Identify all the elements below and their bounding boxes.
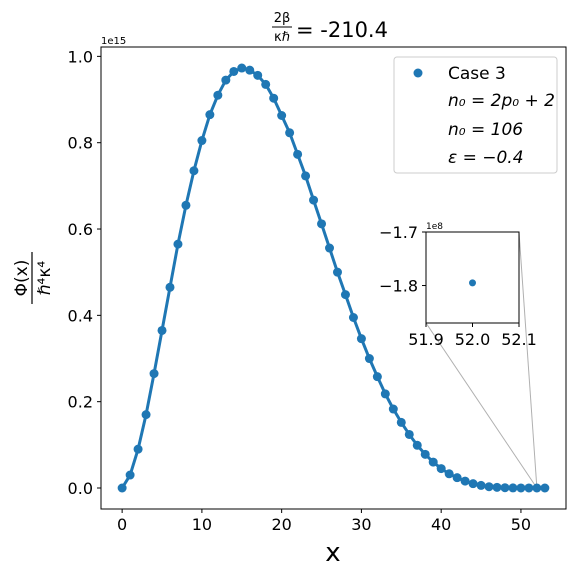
- inset-connector-line: [518, 231, 538, 489]
- data-point: [460, 476, 470, 486]
- data-point: [516, 483, 526, 493]
- legend-entry-epsilon: ε = −0.4: [448, 148, 524, 168]
- data-point: [157, 325, 167, 335]
- data-point: [524, 483, 534, 493]
- data-point: [189, 166, 199, 176]
- x-tick-label: 40: [431, 515, 451, 534]
- y-label-numerator: Φ(x): [12, 260, 32, 297]
- legend-entry-n0-formula: n₀ = 2p₀ + 2: [448, 91, 555, 111]
- data-point: [452, 473, 462, 483]
- data-point: [309, 195, 319, 205]
- y-tick-label: 0.8: [68, 134, 93, 153]
- data-point: [484, 482, 494, 492]
- data-point: [125, 470, 135, 480]
- inset-connector-lines: [425, 231, 538, 489]
- data-point: [340, 290, 350, 300]
- legend: Case 3 n₀ = 2p₀ + 2 n₀ = 106 ε = −0.4: [393, 56, 558, 174]
- data-point: [492, 482, 502, 492]
- data-point: [221, 75, 231, 85]
- y-axis-label: Φ(x) ℏ⁴κ⁴: [12, 252, 55, 304]
- data-point: [380, 389, 390, 399]
- legend-entry-n0-value: n₀ = 106: [448, 120, 523, 140]
- data-point: [468, 479, 478, 489]
- x-tick-label: 0: [117, 515, 127, 534]
- main-ticks: 0 10 20 30 40 50 0.0 0.2 0.4 0.6 0.8 1.0: [68, 47, 532, 534]
- data-point: [181, 200, 191, 210]
- data-point: [396, 417, 406, 427]
- data-point: [253, 70, 263, 80]
- data-point: [261, 79, 271, 89]
- data-point: [197, 136, 207, 146]
- y-label-denominator: ℏ⁴κ⁴: [35, 261, 55, 296]
- data-point: [364, 354, 374, 364]
- data-point: [285, 128, 295, 138]
- data-point: [436, 464, 446, 474]
- data-point: [388, 404, 398, 414]
- y-tick-label: 0.4: [68, 306, 93, 325]
- data-point: [229, 66, 239, 76]
- legend-entry-series: Case 3: [448, 64, 506, 84]
- data-point: [356, 334, 366, 344]
- y-tick-label: 0.6: [68, 220, 93, 239]
- data-point: [428, 457, 438, 467]
- inset-connector-line: [425, 322, 538, 489]
- data-point: [476, 480, 486, 490]
- y-offset-text: 1e15: [101, 36, 126, 47]
- legend-box: [393, 56, 558, 174]
- inset-frame: [425, 231, 520, 324]
- inset: 51.9 52.0 52.1 −1.7 −1.8 1e8: [379, 222, 537, 349]
- inset-y-tick-label: −1.8: [379, 277, 418, 296]
- data-point: [141, 410, 151, 420]
- data-point: [205, 110, 215, 120]
- data-point: [412, 440, 422, 450]
- inset-x-tick-label: 52.0: [455, 330, 491, 349]
- y-tick-label: 1.0: [68, 47, 93, 66]
- data-point: [317, 219, 327, 229]
- data-point: [293, 149, 303, 159]
- data-point: [165, 282, 175, 292]
- x-tick-label: 50: [511, 515, 531, 534]
- data-point: [540, 483, 550, 493]
- data-point: [500, 483, 510, 493]
- chart-title: 2β κℏ = -210.4: [272, 11, 388, 45]
- inset-x-tick-label: 52.1: [501, 330, 537, 349]
- data-point: [372, 372, 382, 382]
- data-point: [173, 239, 183, 249]
- legend-marker: [413, 68, 423, 78]
- inset-data-point: [469, 279, 476, 287]
- inset-x-tick-label: 51.9: [408, 330, 444, 349]
- data-point: [213, 90, 223, 100]
- data-point: [348, 313, 358, 323]
- data-point: [245, 65, 255, 75]
- data-point: [420, 449, 430, 459]
- data-point: [444, 469, 454, 479]
- data-point: [332, 267, 342, 277]
- data-point: [301, 171, 311, 181]
- inset-offset-text: 1e8: [426, 222, 443, 232]
- data-point: [133, 444, 143, 454]
- title-value: = -210.4: [296, 18, 388, 42]
- data-point: [532, 483, 542, 493]
- title-fraction-denominator: κℏ: [274, 30, 290, 45]
- inset-y-tick-label: −1.7: [379, 223, 418, 242]
- inset-points: [469, 279, 476, 287]
- data-point: [325, 243, 335, 253]
- x-tick-label: 20: [271, 515, 291, 534]
- data-point: [149, 369, 159, 379]
- series-points-group: [117, 63, 550, 493]
- x-tick-label: 30: [351, 515, 371, 534]
- y-tick-label: 0.0: [68, 479, 93, 498]
- data-point: [508, 483, 518, 493]
- y-tick-label: 0.2: [68, 393, 93, 412]
- title-fraction-numerator: 2β: [274, 11, 291, 26]
- data-point: [237, 63, 247, 73]
- x-tick-label: 10: [192, 515, 212, 534]
- data-point: [117, 483, 127, 493]
- data-point: [269, 93, 279, 103]
- data-point: [277, 111, 287, 121]
- data-point: [404, 429, 414, 439]
- inset-ticks: 51.9 52.0 52.1 −1.7 −1.8: [379, 223, 537, 349]
- x-axis-label: x: [325, 538, 340, 568]
